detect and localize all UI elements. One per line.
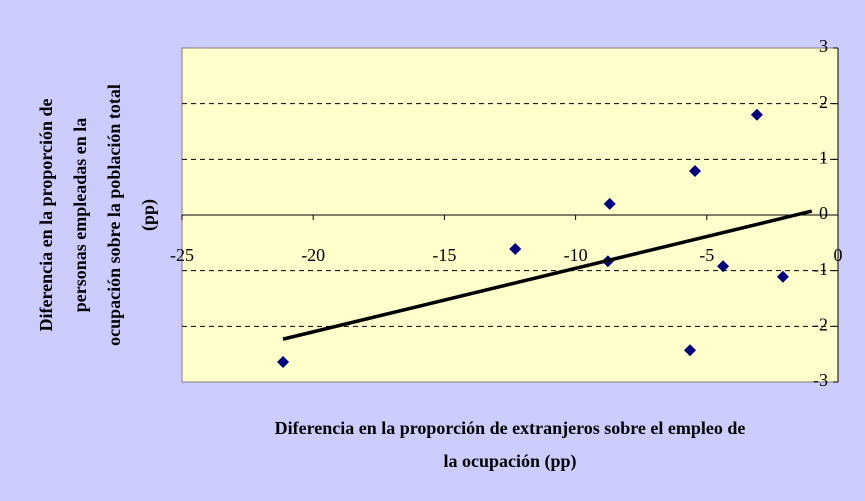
x-tick-label: -10 xyxy=(564,245,588,265)
x-tick-label: -25 xyxy=(170,245,194,265)
x-axis-title: Diferencia en la proporción de extranjer… xyxy=(275,418,746,438)
x-axis-title: la ocupación (pp) xyxy=(443,451,576,472)
y-tick-label: -2 xyxy=(813,314,828,334)
x-tick-label: -15 xyxy=(432,245,456,265)
point xyxy=(688,165,701,178)
y-tick-label: -3 xyxy=(813,370,828,390)
point xyxy=(776,270,789,283)
x-tick-label: -20 xyxy=(301,245,325,265)
point xyxy=(509,242,522,255)
point xyxy=(684,344,697,357)
y-tick-label: 3 xyxy=(819,36,828,56)
y-axis-title: ocupación sobre la población total xyxy=(104,84,124,346)
y-tick-label: 1 xyxy=(819,147,828,167)
y-axis-title: (pp) xyxy=(138,199,159,231)
y-axis-title: personas empleadas en la xyxy=(70,118,90,313)
point xyxy=(750,108,763,121)
y-axis-title: Diferencia en la proporción de xyxy=(36,99,56,332)
y-tick-label: 2 xyxy=(819,92,828,112)
point xyxy=(717,260,730,273)
point xyxy=(603,197,616,210)
y-tick-label: -1 xyxy=(813,259,828,279)
x-tick-label: -5 xyxy=(699,245,714,265)
x-tick-label: 0 xyxy=(834,245,843,265)
trendline xyxy=(282,209,813,341)
point xyxy=(277,355,290,368)
y-tick-label: 0 xyxy=(819,203,828,223)
